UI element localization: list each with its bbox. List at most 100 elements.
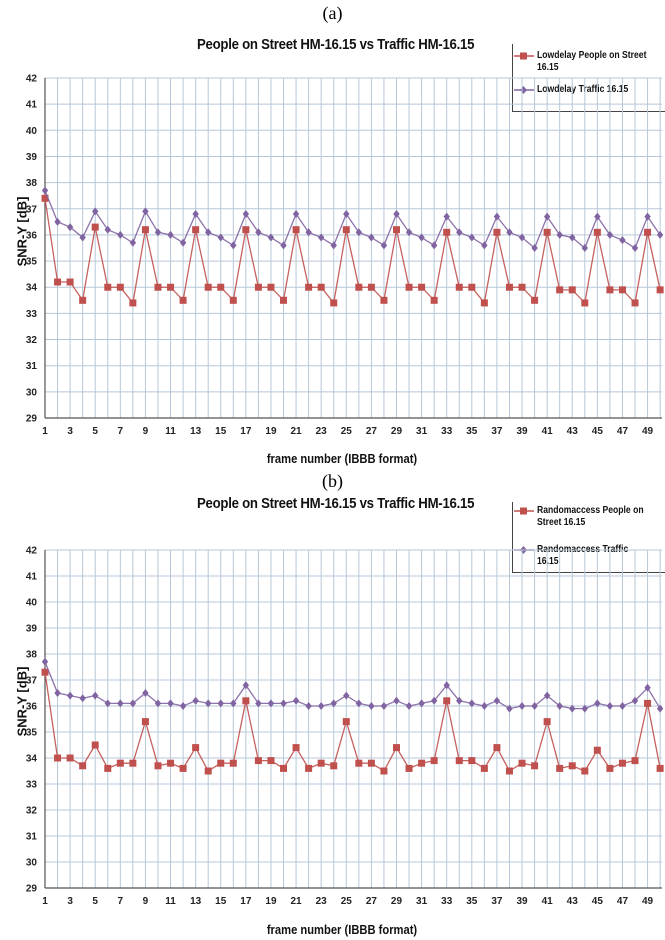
chart-panel-b: (b) People on Street HM-16.15 vs Traffic… bbox=[0, 470, 665, 940]
data-point bbox=[355, 283, 363, 291]
data-point bbox=[242, 681, 250, 690]
series-1 bbox=[41, 668, 664, 775]
x-tick-label: 13 bbox=[190, 426, 202, 437]
x-tick-label: 47 bbox=[617, 426, 629, 437]
data-point bbox=[631, 299, 639, 307]
data-point bbox=[443, 212, 450, 221]
data-point bbox=[468, 233, 476, 242]
data-point bbox=[656, 230, 664, 239]
data-point bbox=[342, 718, 350, 726]
data-point bbox=[66, 278, 74, 286]
data-point bbox=[456, 696, 463, 705]
x-axis-label: frame number (IBBB format) bbox=[266, 922, 418, 937]
data-point bbox=[644, 683, 651, 692]
data-point bbox=[581, 767, 589, 775]
data-point bbox=[342, 226, 350, 234]
x-tick-label: 5 bbox=[92, 426, 98, 437]
data-point bbox=[493, 744, 501, 752]
data-point bbox=[217, 233, 224, 242]
data-point bbox=[154, 283, 162, 291]
series-2 bbox=[41, 657, 664, 713]
data-point bbox=[242, 697, 250, 705]
data-point bbox=[255, 228, 262, 237]
data-point bbox=[280, 699, 287, 708]
data-point bbox=[644, 228, 652, 236]
x-tick-label: 9 bbox=[143, 426, 149, 437]
y-tick-label: 33 bbox=[26, 309, 38, 320]
data-point bbox=[618, 759, 626, 767]
data-point bbox=[418, 233, 425, 242]
data-point bbox=[355, 699, 363, 708]
data-point bbox=[380, 296, 388, 304]
data-point bbox=[204, 283, 212, 291]
data-point bbox=[229, 296, 237, 304]
data-point bbox=[167, 759, 175, 767]
series-2 bbox=[41, 186, 664, 252]
data-point bbox=[167, 699, 174, 708]
data-point bbox=[167, 230, 174, 239]
legend-label: Lowdelay Traffic 16.15 bbox=[537, 84, 629, 95]
y-tick-label: 29 bbox=[26, 884, 38, 895]
data-point bbox=[79, 762, 87, 770]
data-point bbox=[355, 228, 363, 237]
data-point bbox=[405, 702, 413, 710]
data-point bbox=[505, 767, 513, 775]
series-line bbox=[44, 190, 661, 250]
data-point bbox=[91, 223, 99, 231]
data-point bbox=[418, 759, 426, 767]
y-tick-label: 34 bbox=[26, 283, 38, 294]
legend-marker-square-icon bbox=[514, 507, 534, 515]
x-tick-label: 17 bbox=[240, 896, 252, 907]
data-point bbox=[292, 226, 300, 234]
data-point bbox=[418, 283, 426, 291]
data-point bbox=[117, 699, 124, 708]
data-point bbox=[606, 286, 614, 294]
data-point bbox=[393, 210, 400, 218]
data-point bbox=[593, 228, 601, 236]
data-point bbox=[154, 228, 162, 237]
data-point bbox=[581, 704, 588, 713]
data-point bbox=[619, 702, 626, 710]
data-point bbox=[79, 694, 86, 703]
x-tick-label: 7 bbox=[118, 896, 124, 907]
x-tick-label: 5 bbox=[92, 896, 98, 907]
data-point bbox=[292, 696, 300, 705]
data-point bbox=[217, 699, 224, 708]
data-point bbox=[229, 759, 237, 767]
x-tick-label: 25 bbox=[341, 896, 353, 907]
data-point bbox=[305, 764, 313, 772]
legend-item-series-1: Randomaccess People on Street 16.15 bbox=[513, 505, 665, 528]
data-point bbox=[593, 746, 601, 754]
data-point bbox=[141, 226, 149, 234]
y-tick-label: 35 bbox=[26, 728, 38, 739]
data-point bbox=[468, 283, 476, 291]
data-point bbox=[230, 699, 237, 708]
data-point bbox=[217, 283, 225, 291]
data-point bbox=[481, 241, 488, 250]
data-point bbox=[405, 764, 413, 772]
data-point bbox=[41, 668, 49, 676]
legend-label: Lowdelay People on Street 16.15 bbox=[537, 50, 647, 73]
data-point bbox=[305, 702, 312, 710]
y-tick-label: 32 bbox=[26, 335, 38, 346]
data-point bbox=[330, 699, 337, 708]
data-point bbox=[116, 283, 124, 291]
data-point bbox=[317, 759, 325, 767]
data-point bbox=[556, 230, 563, 239]
data-point bbox=[54, 278, 62, 286]
data-point bbox=[505, 283, 513, 291]
data-point bbox=[443, 697, 451, 705]
legend-marker-square-icon bbox=[514, 52, 534, 60]
data-point bbox=[556, 702, 563, 710]
data-point bbox=[167, 283, 175, 291]
data-point bbox=[317, 702, 325, 710]
x-tick-label: 31 bbox=[416, 896, 428, 907]
y-tick-label: 30 bbox=[26, 858, 38, 869]
data-point bbox=[468, 699, 476, 708]
data-point bbox=[204, 767, 212, 775]
data-point bbox=[631, 244, 639, 252]
data-point bbox=[92, 207, 99, 216]
x-tick-label: 33 bbox=[441, 896, 453, 907]
data-point bbox=[129, 238, 137, 247]
